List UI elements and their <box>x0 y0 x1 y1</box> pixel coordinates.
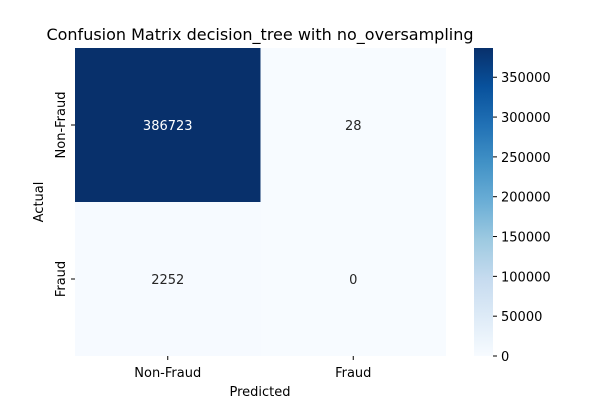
heatmap-cell-1-1 <box>260 202 446 356</box>
x-axis-ticks: Non-Fraud Fraud <box>134 356 371 381</box>
colorbar-tick-label-2: 100000 <box>501 270 551 285</box>
colorbar-tick-label-0: 0 <box>501 350 509 365</box>
heatmap-cell-label-0-1: 28 <box>345 119 362 134</box>
colorbar-tick-label-7: 350000 <box>501 71 551 86</box>
colorbar <box>474 48 493 356</box>
colorbar-tick-label-3: 150000 <box>501 231 551 246</box>
heatmap-cell-0-1 <box>260 48 446 202</box>
heatmap-cell-1-0 <box>75 202 261 356</box>
heatmap-cell-labels: 386723 28 2252 0 <box>143 119 362 288</box>
x-tick-label-1: Fraud <box>335 366 371 381</box>
chart-title: Confusion Matrix decision_tree with no_o… <box>46 25 473 45</box>
colorbar-tick-label-4: 200000 <box>501 191 551 206</box>
y-axis-label: Actual <box>32 182 47 223</box>
x-tick-label-0: Non-Fraud <box>134 366 201 381</box>
heatmap-cell-label-0-0: 386723 <box>143 119 193 134</box>
y-tick-label-1: Fraud <box>54 261 69 297</box>
heatmap-cell-0-0 <box>75 48 261 202</box>
y-axis-ticks: Non-Fraud Fraud <box>54 92 75 297</box>
colorbar-tick-label-5: 250000 <box>501 151 551 166</box>
heatmap-cells <box>75 48 446 356</box>
colorbar-ticks: 0 50000 100000 150000 200000 250000 300000 3500… <box>493 71 551 365</box>
heatmap-cell-label-1-0: 2252 <box>151 273 184 288</box>
heatmap-cell-label-1-1: 0 <box>349 273 357 288</box>
colorbar-tick-label-6: 300000 <box>501 111 551 126</box>
colorbar-tick-label-1: 50000 <box>501 310 542 325</box>
x-axis-label: Predicted <box>229 385 290 400</box>
y-tick-label-0: Non-Fraud <box>54 92 69 159</box>
